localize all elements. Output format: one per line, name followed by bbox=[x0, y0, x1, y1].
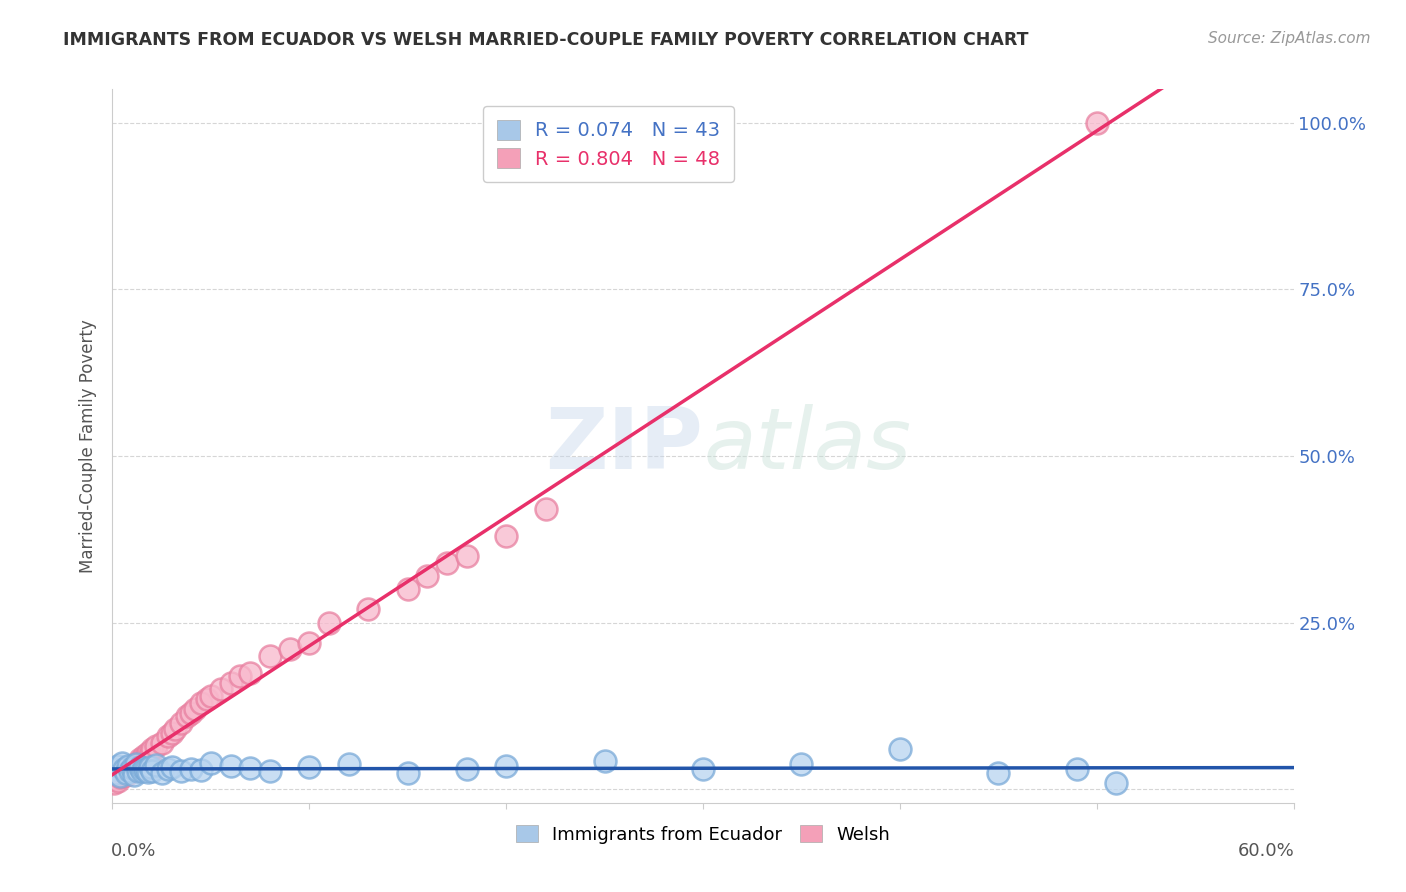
Point bbox=[141, 742, 163, 756]
Point bbox=[111, 769, 134, 783]
Point bbox=[593, 755, 616, 769]
Point bbox=[131, 755, 153, 769]
Point bbox=[416, 569, 439, 583]
Point bbox=[121, 761, 143, 775]
Point bbox=[121, 759, 143, 773]
Y-axis label: Married-Couple Family Poverty: Married-Couple Family Poverty bbox=[79, 319, 97, 573]
Legend: Immigrants from Ecuador, Welsh: Immigrants from Ecuador, Welsh bbox=[509, 818, 897, 851]
Point bbox=[156, 729, 179, 743]
Point bbox=[259, 764, 281, 778]
Point bbox=[495, 759, 517, 773]
Point bbox=[139, 747, 162, 762]
Point bbox=[156, 763, 179, 777]
Point bbox=[229, 669, 252, 683]
Point bbox=[1105, 776, 1128, 790]
Point bbox=[184, 702, 207, 716]
Point bbox=[357, 602, 380, 616]
Point bbox=[239, 761, 262, 775]
Point bbox=[107, 759, 129, 773]
Point bbox=[141, 764, 163, 778]
Point bbox=[129, 752, 152, 766]
Point bbox=[200, 689, 222, 703]
Point bbox=[129, 760, 152, 774]
Point bbox=[495, 529, 517, 543]
Point bbox=[139, 760, 162, 774]
Point bbox=[103, 776, 125, 790]
Point bbox=[318, 615, 340, 630]
Point bbox=[103, 763, 125, 777]
Point bbox=[160, 760, 183, 774]
Point bbox=[132, 762, 155, 776]
Point bbox=[692, 763, 714, 777]
Point bbox=[298, 760, 321, 774]
Point bbox=[1085, 115, 1108, 129]
Point bbox=[111, 756, 134, 770]
Point bbox=[987, 765, 1010, 780]
Point bbox=[278, 642, 301, 657]
Point bbox=[176, 709, 198, 723]
Point bbox=[115, 765, 138, 780]
Point bbox=[889, 742, 911, 756]
Text: ZIP: ZIP bbox=[546, 404, 703, 488]
Point bbox=[1066, 763, 1088, 777]
Point bbox=[135, 750, 157, 764]
Text: IMMIGRANTS FROM ECUADOR VS WELSH MARRIED-COUPLE FAMILY POVERTY CORRELATION CHART: IMMIGRANTS FROM ECUADOR VS WELSH MARRIED… bbox=[63, 31, 1029, 49]
Point bbox=[170, 764, 193, 779]
Point bbox=[396, 582, 419, 597]
Point bbox=[110, 771, 132, 785]
Point bbox=[239, 665, 262, 680]
Point bbox=[112, 765, 135, 780]
Point bbox=[170, 715, 193, 730]
Point bbox=[127, 764, 149, 778]
Point bbox=[150, 736, 173, 750]
Point bbox=[456, 763, 478, 777]
Point bbox=[195, 692, 218, 706]
Point bbox=[790, 757, 813, 772]
Point bbox=[219, 675, 242, 690]
Point bbox=[120, 764, 142, 778]
Point bbox=[160, 725, 183, 739]
Point bbox=[125, 757, 148, 772]
Point bbox=[105, 765, 128, 780]
Point bbox=[219, 759, 242, 773]
Point bbox=[436, 556, 458, 570]
Point bbox=[136, 765, 159, 780]
Point bbox=[180, 762, 202, 776]
Point bbox=[145, 739, 167, 753]
Point bbox=[180, 706, 202, 720]
Point bbox=[112, 763, 135, 777]
Point bbox=[110, 769, 132, 783]
Point bbox=[127, 756, 149, 770]
Point bbox=[136, 746, 159, 760]
Point bbox=[259, 649, 281, 664]
Point bbox=[150, 765, 173, 780]
Point bbox=[105, 772, 128, 787]
Text: Source: ZipAtlas.com: Source: ZipAtlas.com bbox=[1208, 31, 1371, 46]
Text: 0.0%: 0.0% bbox=[111, 842, 156, 860]
Point bbox=[135, 763, 157, 777]
Point bbox=[456, 549, 478, 563]
Point bbox=[145, 758, 167, 772]
Point bbox=[200, 756, 222, 770]
Point bbox=[107, 774, 129, 789]
Point bbox=[337, 757, 360, 772]
Point bbox=[209, 682, 232, 697]
Point bbox=[132, 749, 155, 764]
Text: 60.0%: 60.0% bbox=[1237, 842, 1295, 860]
Point bbox=[122, 761, 145, 775]
Point bbox=[534, 502, 557, 516]
Text: atlas: atlas bbox=[703, 404, 911, 488]
Point bbox=[131, 764, 153, 779]
Point bbox=[117, 759, 139, 773]
Point bbox=[115, 768, 138, 782]
Point bbox=[190, 696, 212, 710]
Point bbox=[165, 723, 187, 737]
Point bbox=[298, 636, 321, 650]
Point bbox=[125, 757, 148, 772]
Point bbox=[117, 764, 139, 778]
Point bbox=[190, 763, 212, 777]
Point bbox=[122, 768, 145, 782]
Point bbox=[120, 763, 142, 777]
Point bbox=[396, 765, 419, 780]
